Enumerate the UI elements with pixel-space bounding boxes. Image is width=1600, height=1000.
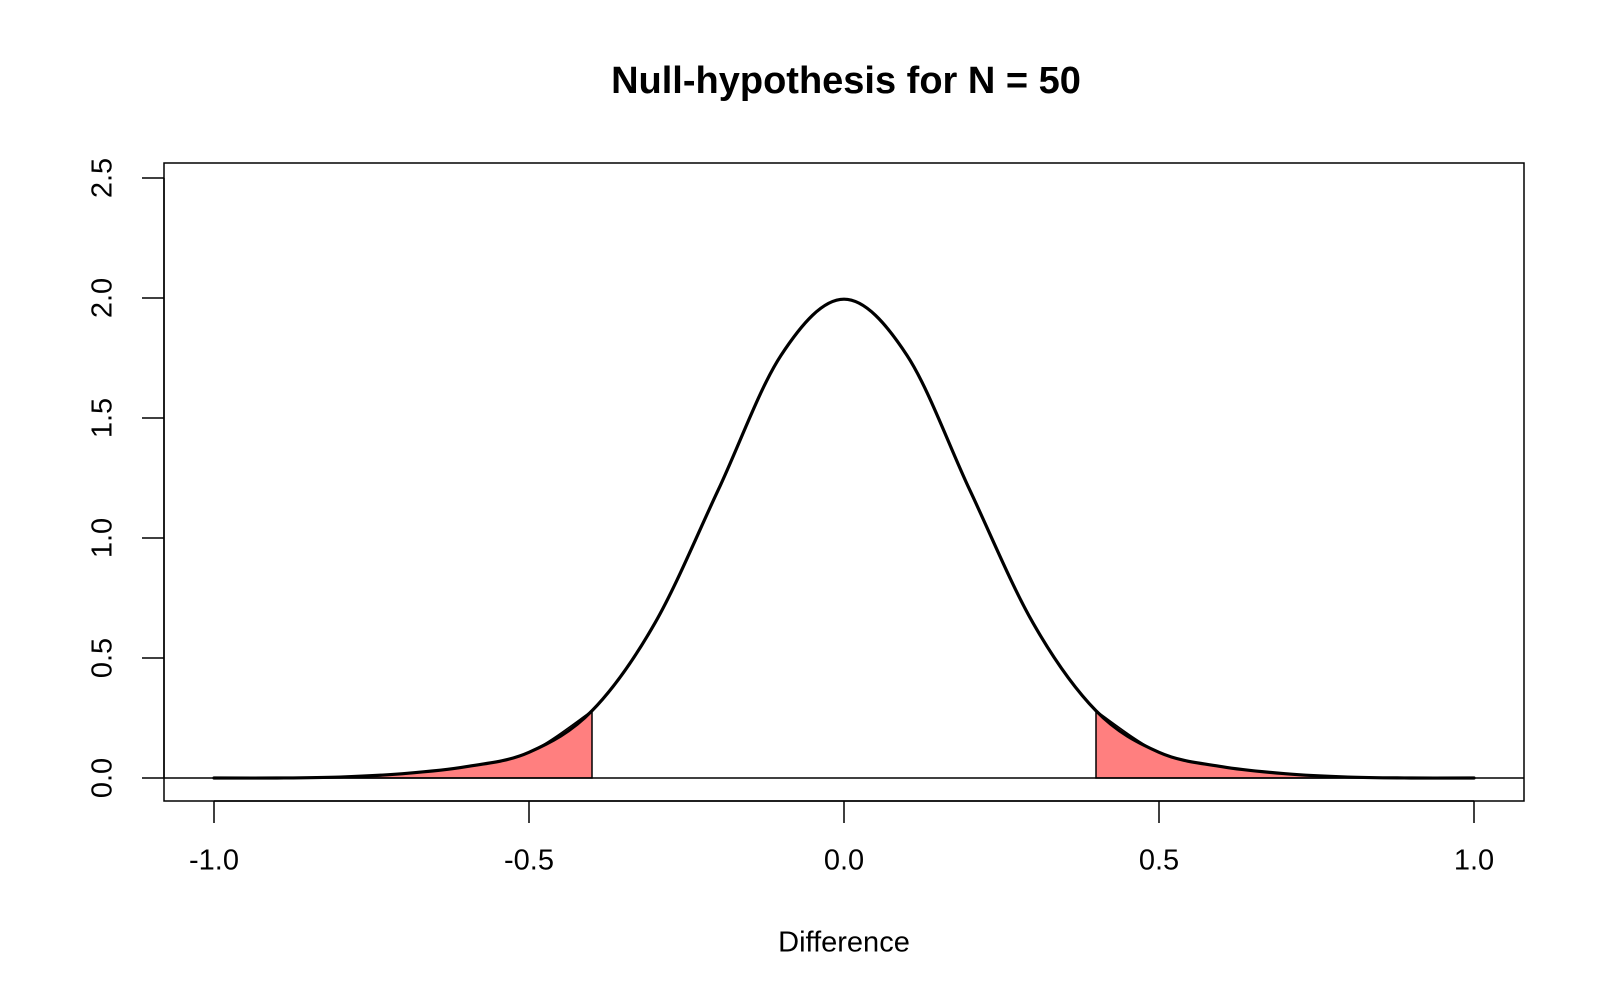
curve-layer: [212, 297, 1476, 780]
y-tick-label: 0.0: [87, 758, 119, 798]
y-axis: 0.0 0.5 1.0 1.5 2.0 2.5: [87, 158, 165, 798]
chart-title: Null-hypothesis for N = 50: [611, 60, 1081, 102]
x-tick-label: 0.5: [1139, 845, 1179, 877]
x-axis: -1.0 -0.5 0.0 0.5 1.0: [189, 800, 1494, 877]
x-tick-label: -0.5: [504, 845, 554, 877]
y-tick-label: 0.5: [87, 638, 119, 678]
x-tick-label: 1.0: [1454, 845, 1494, 877]
y-tick-label: 2.5: [87, 158, 119, 198]
x-axis-label: Difference: [778, 927, 910, 959]
y-tick-label: 1.5: [87, 398, 119, 438]
y-tick-label: 1.0: [87, 518, 119, 558]
x-tick-label: -1.0: [189, 845, 239, 877]
y-tick-label: 2.0: [87, 278, 119, 318]
x-tick-label: 0.0: [824, 845, 864, 877]
density-curve: [212, 297, 1476, 780]
